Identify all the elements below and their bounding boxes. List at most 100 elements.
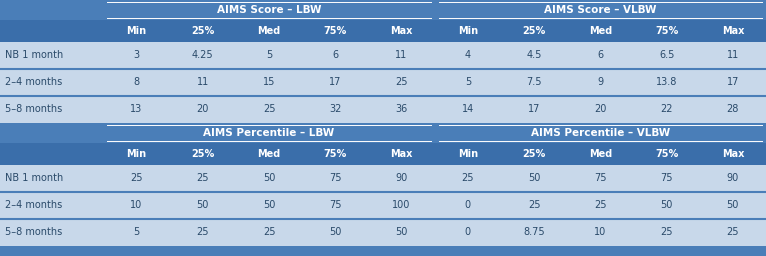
Text: AIMS Percentile – VLBW: AIMS Percentile – VLBW bbox=[531, 128, 670, 138]
Text: 75: 75 bbox=[329, 200, 342, 210]
Text: NB 1 month: NB 1 month bbox=[5, 50, 64, 60]
Text: 2–4 months: 2–4 months bbox=[5, 200, 63, 210]
Text: 5–8 months: 5–8 months bbox=[5, 104, 63, 114]
Bar bbox=[0, 123, 766, 246]
Text: 4.25: 4.25 bbox=[192, 50, 214, 60]
Text: 50: 50 bbox=[660, 200, 673, 210]
Text: 75: 75 bbox=[660, 173, 673, 183]
Bar bbox=[0, 20, 766, 42]
Text: Max: Max bbox=[722, 149, 744, 159]
Text: 25: 25 bbox=[263, 227, 275, 237]
Text: 5: 5 bbox=[133, 227, 139, 237]
Text: Med: Med bbox=[589, 26, 612, 36]
Text: Med: Med bbox=[589, 149, 612, 159]
Text: 8: 8 bbox=[133, 77, 139, 87]
Text: 25: 25 bbox=[594, 200, 607, 210]
Bar bbox=[0, 96, 766, 123]
Text: 25%: 25% bbox=[522, 26, 545, 36]
Text: 50: 50 bbox=[197, 200, 209, 210]
Text: AIMS Score – LBW: AIMS Score – LBW bbox=[217, 5, 321, 15]
Text: 25: 25 bbox=[197, 227, 209, 237]
Text: 25: 25 bbox=[462, 173, 474, 183]
Bar bbox=[0, 0, 766, 123]
Text: 11: 11 bbox=[395, 50, 408, 60]
Text: 25: 25 bbox=[727, 227, 739, 237]
Text: 75: 75 bbox=[329, 173, 342, 183]
Text: 36: 36 bbox=[395, 104, 408, 114]
Text: 10: 10 bbox=[130, 200, 142, 210]
Text: 6: 6 bbox=[332, 50, 339, 60]
Text: 17: 17 bbox=[329, 77, 342, 87]
Text: 25%: 25% bbox=[192, 149, 214, 159]
Text: Med: Med bbox=[257, 149, 280, 159]
Text: 25: 25 bbox=[197, 173, 209, 183]
Text: 90: 90 bbox=[395, 173, 408, 183]
Text: AIMS Score – VLBW: AIMS Score – VLBW bbox=[544, 5, 656, 15]
Text: 5–8 months: 5–8 months bbox=[5, 227, 63, 237]
Text: 5: 5 bbox=[266, 50, 272, 60]
Bar bbox=[0, 219, 766, 246]
Text: 3: 3 bbox=[133, 50, 139, 60]
Text: 50: 50 bbox=[263, 173, 275, 183]
Text: 75%: 75% bbox=[324, 26, 347, 36]
Text: Min: Min bbox=[126, 26, 146, 36]
Text: Min: Min bbox=[458, 26, 478, 36]
Text: 25: 25 bbox=[263, 104, 275, 114]
Bar bbox=[0, 165, 766, 192]
Text: 75%: 75% bbox=[324, 149, 347, 159]
Text: 50: 50 bbox=[528, 173, 540, 183]
Text: 17: 17 bbox=[727, 77, 739, 87]
Text: 50: 50 bbox=[395, 227, 408, 237]
Text: 20: 20 bbox=[594, 104, 607, 114]
Text: 8.75: 8.75 bbox=[523, 227, 545, 237]
Bar bbox=[0, 123, 766, 133]
Text: 6.5: 6.5 bbox=[659, 50, 674, 60]
Text: 25: 25 bbox=[528, 200, 540, 210]
Text: 90: 90 bbox=[727, 173, 739, 183]
Text: 17: 17 bbox=[528, 104, 540, 114]
Text: Max: Max bbox=[391, 149, 413, 159]
Text: Min: Min bbox=[126, 149, 146, 159]
Text: 13.8: 13.8 bbox=[656, 77, 677, 87]
Text: 13: 13 bbox=[130, 104, 142, 114]
Text: 0: 0 bbox=[465, 200, 471, 210]
Text: 75%: 75% bbox=[655, 149, 678, 159]
Text: 11: 11 bbox=[197, 77, 209, 87]
Text: 7.5: 7.5 bbox=[526, 77, 542, 87]
Text: 75%: 75% bbox=[655, 26, 678, 36]
Text: 15: 15 bbox=[263, 77, 275, 87]
Text: AIMS Percentile – LBW: AIMS Percentile – LBW bbox=[204, 128, 335, 138]
Text: Max: Max bbox=[391, 26, 413, 36]
Text: 11: 11 bbox=[727, 50, 739, 60]
Text: 20: 20 bbox=[197, 104, 209, 114]
Text: 14: 14 bbox=[462, 104, 474, 114]
Text: 9: 9 bbox=[597, 77, 604, 87]
Text: 2–4 months: 2–4 months bbox=[5, 77, 63, 87]
Text: 25%: 25% bbox=[192, 26, 214, 36]
Text: 100: 100 bbox=[392, 200, 411, 210]
Text: 10: 10 bbox=[594, 227, 607, 237]
Text: 25: 25 bbox=[660, 227, 673, 237]
Text: 28: 28 bbox=[727, 104, 739, 114]
Text: 5: 5 bbox=[465, 77, 471, 87]
Text: Max: Max bbox=[722, 26, 744, 36]
Text: 6: 6 bbox=[597, 50, 604, 60]
Text: Med: Med bbox=[257, 26, 280, 36]
Text: 4.5: 4.5 bbox=[526, 50, 542, 60]
Text: 25%: 25% bbox=[522, 149, 545, 159]
Text: 50: 50 bbox=[329, 227, 342, 237]
Bar bbox=[0, 192, 766, 219]
Text: 25: 25 bbox=[130, 173, 142, 183]
Bar bbox=[0, 69, 766, 96]
Text: 0: 0 bbox=[465, 227, 471, 237]
Bar bbox=[0, 143, 766, 165]
Text: 22: 22 bbox=[660, 104, 673, 114]
Text: 50: 50 bbox=[727, 200, 739, 210]
Bar bbox=[0, 42, 766, 69]
Text: 32: 32 bbox=[329, 104, 342, 114]
Text: 75: 75 bbox=[594, 173, 607, 183]
Text: NB 1 month: NB 1 month bbox=[5, 173, 64, 183]
Text: 25: 25 bbox=[395, 77, 408, 87]
Text: Min: Min bbox=[458, 149, 478, 159]
Text: 50: 50 bbox=[263, 200, 275, 210]
